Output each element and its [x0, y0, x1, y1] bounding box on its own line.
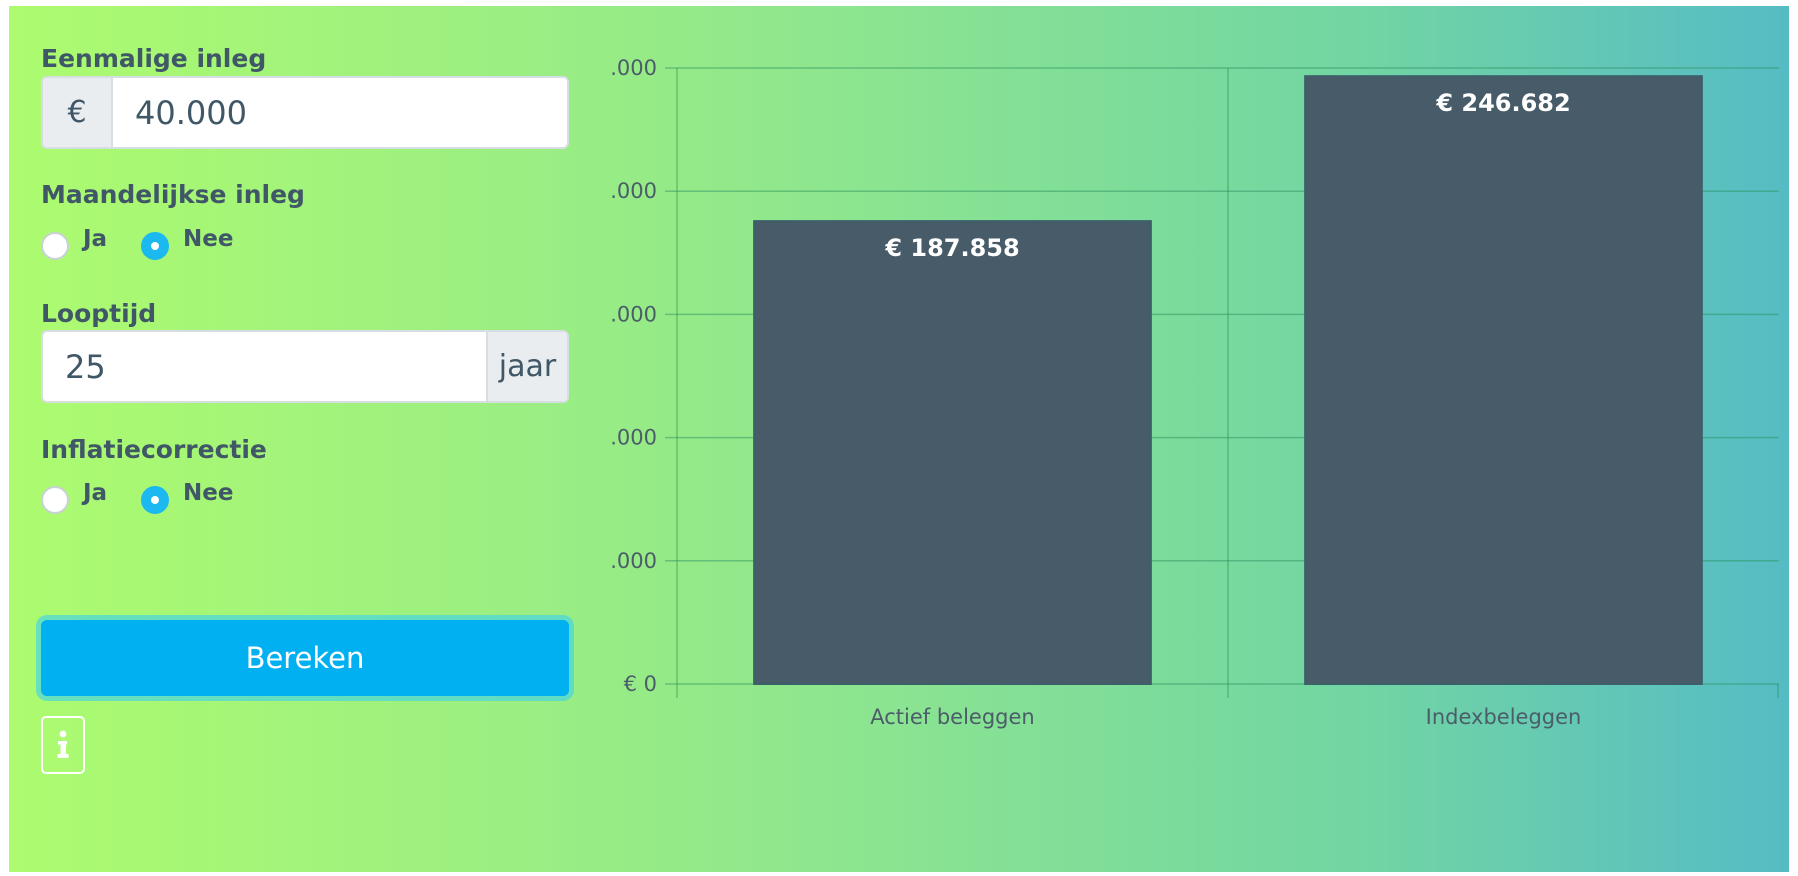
calculator-panel: Eenmalige inleg € Maandelijkse inleg Ja … — [9, 6, 1789, 872]
inflation-label: Inflatiecorrectie — [41, 435, 267, 464]
y-tick-label: € 100.000 — [609, 426, 657, 450]
monthly-deposit-ja-radio[interactable] — [41, 232, 69, 260]
single-deposit-label: Eenmalige inleg — [41, 44, 267, 73]
monthly-deposit-nee-radio[interactable] — [141, 232, 169, 260]
comparison-bar-chart: € 0 € 50.000 € 100.000 € 150.000 € 200.000 € … — [609, 56, 1779, 729]
info-icon — [57, 730, 69, 758]
single-deposit-input[interactable] — [113, 78, 567, 147]
monthly-deposit-ja-label[interactable]: Ja — [83, 226, 108, 252]
calculate-button[interactable]: Bereken — [41, 620, 569, 696]
y-tick-label: € 50.000 — [609, 549, 657, 573]
y-tick-label: € 0 — [624, 672, 657, 696]
bar-indexbeleggen — [1304, 75, 1703, 686]
info-button[interactable] — [41, 716, 85, 774]
inflation-nee-radio[interactable] — [141, 486, 169, 514]
y-tick-label: € 200.000 — [609, 179, 657, 203]
inflation-ja-radio[interactable] — [41, 486, 69, 514]
monthly-deposit-nee-label[interactable]: Nee — [183, 226, 234, 252]
inflation-ja-label[interactable]: Ja — [83, 480, 108, 506]
bar-value-label: € 246.682 — [1435, 89, 1570, 117]
currency-addon: € — [43, 78, 113, 147]
x-tick-label: Actief beleggen — [870, 705, 1035, 729]
inflation-nee-label[interactable]: Nee — [183, 480, 234, 506]
duration-group: jaar — [41, 330, 569, 403]
single-deposit-group: € — [41, 76, 569, 149]
bar-value-label: € 187.858 — [884, 234, 1019, 262]
duration-label: Looptijd — [41, 299, 157, 328]
monthly-deposit-label: Maandelijkse inleg — [41, 180, 305, 209]
x-tick-label: Indexbeleggen — [1426, 705, 1582, 729]
duration-input[interactable] — [43, 332, 486, 401]
y-tick-label: € 150.000 — [609, 302, 657, 326]
monthly-deposit-options: Ja Nee — [41, 226, 441, 266]
y-tick-label: € 250.000 — [609, 56, 657, 80]
inflation-options: Ja Nee — [41, 480, 441, 520]
bar-actief-beleggen — [753, 220, 1152, 685]
duration-unit-addon: jaar — [486, 332, 567, 401]
